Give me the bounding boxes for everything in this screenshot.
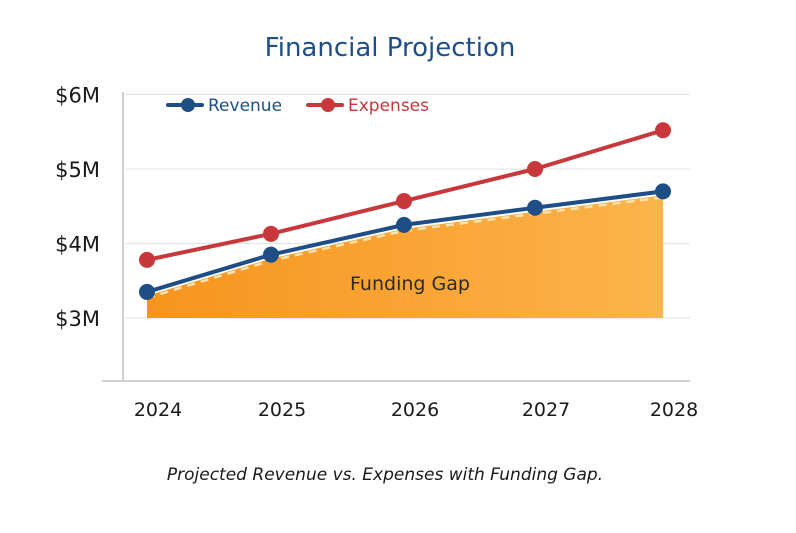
revenue-point-2026 bbox=[396, 216, 412, 233]
x-tick-label-2028: 2028 bbox=[650, 399, 698, 421]
legend-expenses-dot-marker bbox=[321, 98, 335, 112]
funding-gap-dashed-edge bbox=[146, 196, 664, 300]
x-tick-labels: 2024 2025 2026 2027 2028 bbox=[134, 399, 698, 421]
expenses-point-2026 bbox=[396, 193, 412, 210]
x-tick-label-2027: 2027 bbox=[522, 399, 570, 421]
axes bbox=[102, 92, 690, 382]
revenue-point-2025 bbox=[263, 246, 279, 263]
chart-caption: Projected Revenue vs. Expenses with Fund… bbox=[167, 465, 603, 485]
revenue-point-2024 bbox=[139, 283, 155, 300]
revenue-point-2028 bbox=[655, 183, 671, 200]
chart-title: Financial Projection bbox=[265, 33, 516, 63]
y-tick-label: $3M bbox=[55, 307, 100, 331]
y-tick-label: $6M bbox=[55, 84, 100, 108]
legend-revenue-label: Revenue bbox=[208, 96, 282, 116]
y-tick-label: $5M bbox=[55, 158, 100, 182]
y-tick-label: $4M bbox=[55, 233, 100, 257]
expenses-point-2024 bbox=[139, 251, 155, 268]
legend-revenue-dot-marker bbox=[181, 98, 195, 112]
x-tick-label-2024: 2024 bbox=[134, 399, 182, 421]
legend-expenses-label: Expenses bbox=[348, 96, 429, 116]
legend: Revenue Expenses bbox=[166, 96, 429, 116]
expenses-point-2025 bbox=[263, 225, 279, 242]
funding-gap-area-group bbox=[146, 195, 664, 318]
expenses-point-2027 bbox=[527, 161, 543, 177]
funding-gap-area bbox=[147, 195, 663, 318]
revenue-point-2027 bbox=[527, 199, 543, 216]
x-tick-label-2026: 2026 bbox=[391, 399, 439, 421]
y-tick-labels: $6M $5M $4M $3M bbox=[55, 84, 100, 332]
series-lines bbox=[139, 122, 671, 300]
x-tick-label-2025: 2025 bbox=[258, 399, 306, 421]
expenses-point-2028 bbox=[655, 122, 671, 139]
funding-gap-label: Funding Gap bbox=[350, 273, 470, 295]
